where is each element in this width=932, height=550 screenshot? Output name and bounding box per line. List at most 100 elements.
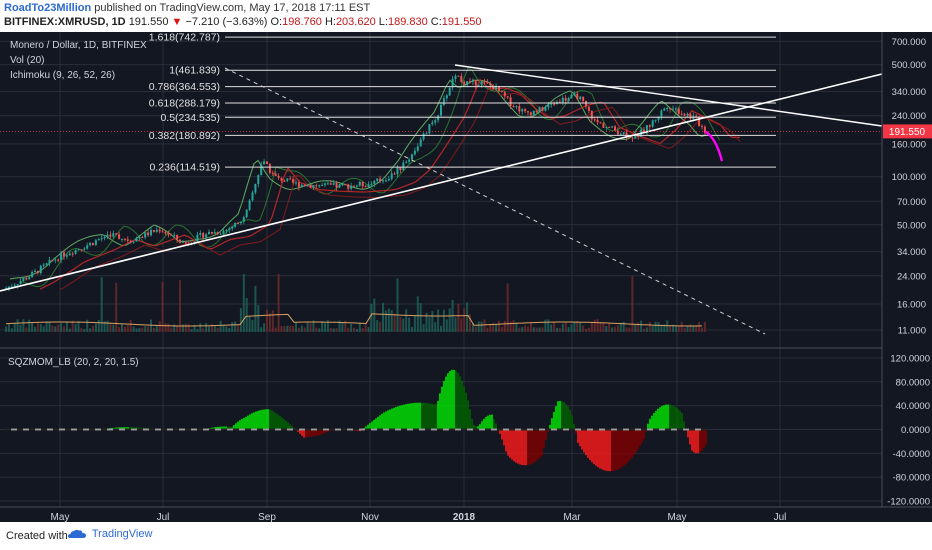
momentum-bar [461, 380, 463, 430]
squeeze-momentum-legend[interactable]: SQZMOM_LB (20, 2, 20, 1.5) [8, 357, 139, 368]
candle-body [147, 232, 150, 236]
momentum-bar [399, 405, 401, 430]
momentum-bar [255, 411, 257, 430]
volume-bar [13, 323, 16, 332]
momentum-bar [263, 409, 265, 430]
candle-body [593, 119, 596, 121]
momentum-bar [377, 416, 379, 430]
squeeze-dot [688, 428, 692, 431]
high-label: H: [324, 16, 336, 28]
candle-body [280, 177, 283, 181]
momentum-bar [689, 429, 691, 445]
volume-legend[interactable]: Vol (20) [10, 55, 44, 66]
candle-body [451, 78, 454, 88]
candle-body [419, 139, 422, 147]
squeeze-dot [468, 428, 472, 431]
candle-body [289, 178, 292, 180]
squeeze-dot [138, 428, 142, 431]
squeeze-dot [60, 428, 64, 431]
volume-bar [437, 309, 440, 332]
squeeze-dot [608, 428, 612, 431]
time-axis[interactable]: May Jul Sep Nov 2018 Mar May Jul [51, 512, 787, 523]
volume-bar [370, 303, 373, 332]
author-link[interactable]: RoadTo23Million [4, 2, 92, 14]
candle-body [326, 183, 329, 185]
candle-body [382, 180, 384, 182]
volume-bar [97, 320, 100, 332]
squeeze-dot [136, 428, 140, 431]
squeeze-dot [512, 428, 516, 431]
candle-body [489, 83, 492, 86]
volume-bar [123, 326, 126, 332]
candle-body [222, 230, 225, 234]
tradingview-brand[interactable]: TradingView [68, 528, 152, 540]
candle-body [576, 93, 579, 99]
momentum-bar [233, 425, 235, 430]
volume-bar [535, 327, 538, 332]
candle-body [466, 81, 469, 86]
momentum-bar [475, 426, 477, 430]
squeeze-dot [696, 428, 700, 431]
momentum-bar [509, 429, 511, 458]
candle-body [561, 97, 564, 104]
momentum-bar [627, 429, 629, 463]
candle-body [353, 185, 355, 187]
ichimoku-kijun-line [39, 78, 740, 290]
momentum-bar [259, 410, 261, 430]
squeeze-dot [200, 428, 204, 431]
momentum-bar [487, 415, 489, 430]
candle-body [216, 231, 219, 234]
candle-body [474, 79, 477, 86]
momentum-bar [381, 413, 383, 430]
volume-bar [7, 323, 10, 332]
momentum-bar [431, 403, 433, 430]
candle-body [312, 185, 315, 188]
candle-body [437, 115, 440, 121]
momentum-bar [285, 420, 287, 430]
volume-bars [5, 273, 706, 332]
chart-canvas[interactable]: 1.618(742.787) 1(461.839) 0.786(364.553) 0.… [0, 32, 932, 523]
candle-body [42, 264, 45, 266]
momentum-bar [677, 408, 679, 430]
candle-body [347, 184, 350, 189]
momentum-bar [247, 415, 249, 430]
momentum-bar [275, 413, 277, 430]
squeeze-dot [616, 428, 620, 431]
chart-area[interactable]: 1.618(742.787) 1(461.839) 0.786(364.553) 0.… [0, 32, 932, 523]
momentum-axis[interactable]: 120.0000 80.0000 40.0000 0.0000 -40.0000 -80.… [887, 353, 930, 507]
candle-body [605, 126, 608, 128]
volume-bar [202, 328, 205, 332]
momentum-bar [675, 407, 677, 430]
candle-body [637, 134, 640, 137]
volume-bar [341, 322, 344, 332]
last-price-badge: 191.550 [0, 124, 932, 139]
volume-bar [489, 324, 492, 332]
squeeze-dot [704, 428, 708, 431]
squeeze-dot [84, 428, 88, 431]
candle-body [358, 181, 361, 186]
momentum-bar [273, 411, 275, 430]
squeeze-dot [644, 428, 648, 431]
candle-body [100, 237, 103, 240]
momentum-bar [379, 415, 381, 430]
squeeze-dot [76, 428, 80, 431]
volume-bar [457, 303, 460, 332]
ichimoku-legend[interactable]: Ichimoku (9, 26, 52, 26) [10, 70, 115, 81]
price-tick-label: 240.000 [892, 111, 926, 122]
candle-body [251, 192, 254, 201]
volume-bar [80, 328, 83, 332]
candle-body [158, 229, 161, 232]
momentum-bar [507, 429, 509, 456]
squeeze-dot [174, 428, 178, 431]
squeeze-dot [56, 428, 60, 431]
price-axis[interactable]: 700.000 500.000 340.000 240.000 160.000 100.0… [892, 37, 926, 337]
squeeze-dot [614, 428, 618, 431]
volume-bar [651, 325, 654, 332]
squeeze-dot [44, 428, 48, 431]
squeeze-dot [576, 428, 580, 431]
momentum-bar [523, 429, 525, 466]
candle-body [643, 129, 645, 133]
momentum-bar [457, 373, 459, 430]
squeeze-dot [640, 428, 644, 431]
momentum-bar [133, 427, 135, 430]
